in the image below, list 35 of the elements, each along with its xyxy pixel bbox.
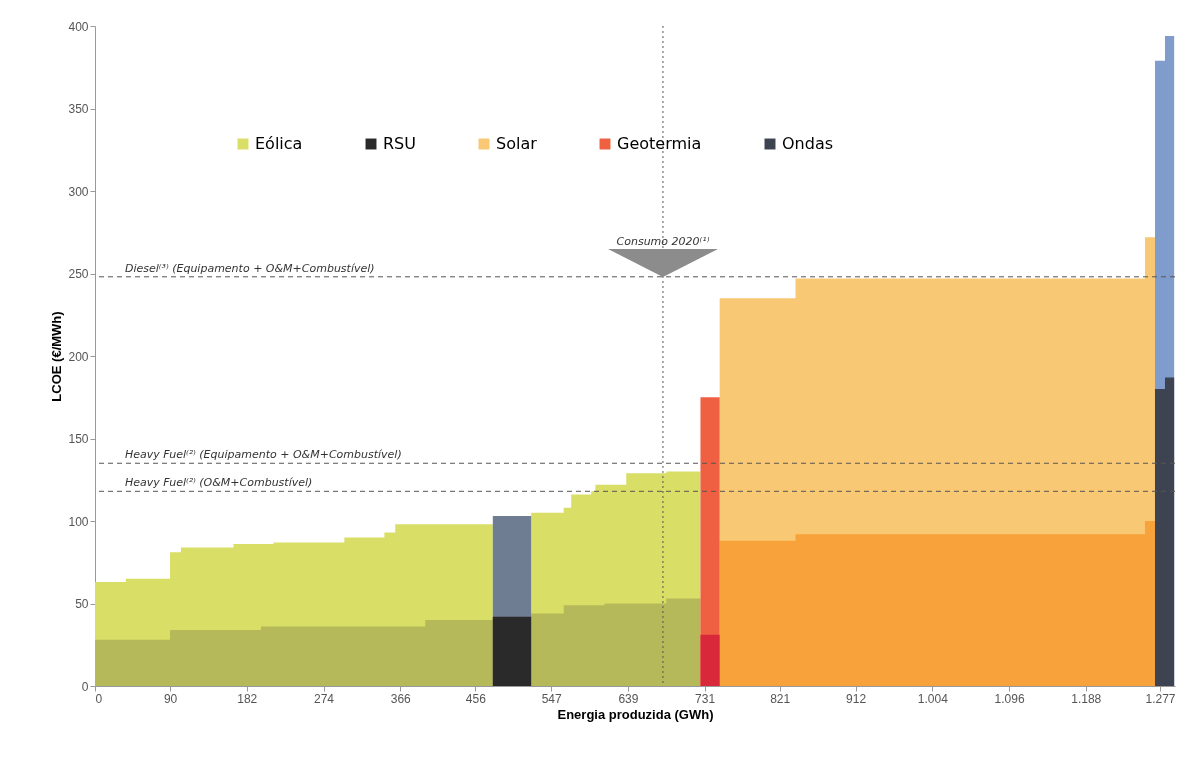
y-tick-label: 50	[75, 597, 89, 611]
y-tick-label: 150	[68, 432, 89, 446]
x-tick-label: 366	[390, 691, 412, 706]
x-tick-label: 1.004	[917, 691, 949, 706]
x-tick-label: 821	[770, 691, 791, 706]
x-tick-label: 0	[95, 691, 103, 706]
legend-label: Eólica	[255, 134, 303, 153]
ref-line-label: Diesel⁽³⁾ (Equipamento + O&M+Combustível)	[125, 261, 375, 275]
x-tick-label: 274	[313, 691, 335, 706]
x-tick-label: 912	[846, 691, 867, 706]
y-tick-label: 400	[68, 19, 89, 34]
y-tick-label: 350	[68, 102, 89, 116]
legend-label: Solar	[496, 134, 538, 153]
ref-line-label: Consumo 2020⁽¹⁾	[616, 234, 710, 248]
x-tick-label: 1.096	[994, 691, 1025, 706]
x-tick-label: 182	[237, 691, 258, 706]
y-tick-label: 0	[81, 679, 89, 694]
ref-line-label: Heavy Fuel⁽²⁾ (O&M+Combustível)	[125, 476, 313, 490]
y-axis-title: LCOE (€/MWh)	[49, 311, 65, 402]
x-tick-label: 1.188	[1071, 691, 1102, 706]
x-tick-label: 731	[695, 691, 716, 706]
y-tick-label: 300	[68, 184, 89, 199]
ref-line-label: Heavy Fuel⁽²⁾ (Equipamento + O&M+Combustível)	[125, 448, 402, 462]
x-tick-label: 547	[541, 691, 563, 706]
y-tick-label: 250	[68, 267, 89, 281]
legend-label: Geotermia	[617, 134, 702, 153]
legend-label: Ondas	[782, 134, 834, 153]
x-tick-label: 456	[465, 691, 487, 706]
y-tick-label: 200	[68, 349, 89, 364]
x-axis-title: Energia produzida (GWh)	[557, 706, 714, 722]
y-tick-label: 100	[68, 514, 89, 529]
x-tick-label: 90	[163, 691, 178, 706]
legend-label: RSU	[383, 134, 416, 153]
x-tick-label: 639	[618, 691, 639, 706]
x-tick-label: 1.277	[1145, 691, 1176, 706]
